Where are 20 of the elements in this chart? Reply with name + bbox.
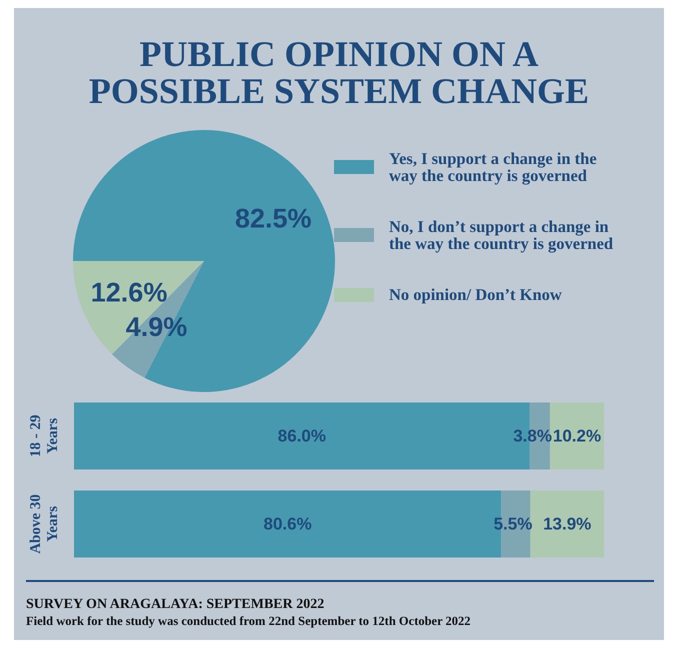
data-label: 5.5%: [494, 514, 532, 534]
data-label: 86.0%: [278, 426, 326, 446]
data-label: 82.5%: [234, 204, 312, 234]
data-label: 13.9%: [543, 514, 592, 534]
legend-label: Yes, I support a change in the way the country is governed: [389, 149, 598, 185]
data-label: 3.8%: [513, 426, 552, 446]
legend-label: No opinion/ Don’t Know: [389, 285, 563, 304]
bar: [530, 490, 604, 558]
chart-title: PUBLIC OPINION ON A POSSIBLE SYSTEM CHANGE: [88, 34, 590, 111]
data-label: 80.6%: [263, 514, 312, 534]
pie-slice: [73, 130, 335, 392]
legend-label: No, I don’t support a change in the way the country is governed: [389, 217, 614, 253]
text: Field work for the study was conducted from 22nd September to 12th October 2022: [26, 613, 472, 630]
y-tick-label: Above 30 Years: [28, 494, 61, 554]
data-label: 4.9%: [126, 312, 188, 342]
y-tick-label: 18 - 29 Years: [28, 414, 61, 458]
text: SURVEY ON ARAGALAYA: SEPTEMBER 2022: [26, 596, 326, 613]
data-label: 12.6%: [90, 277, 168, 308]
bar: [550, 402, 604, 470]
data-label: 10.2%: [552, 426, 602, 446]
